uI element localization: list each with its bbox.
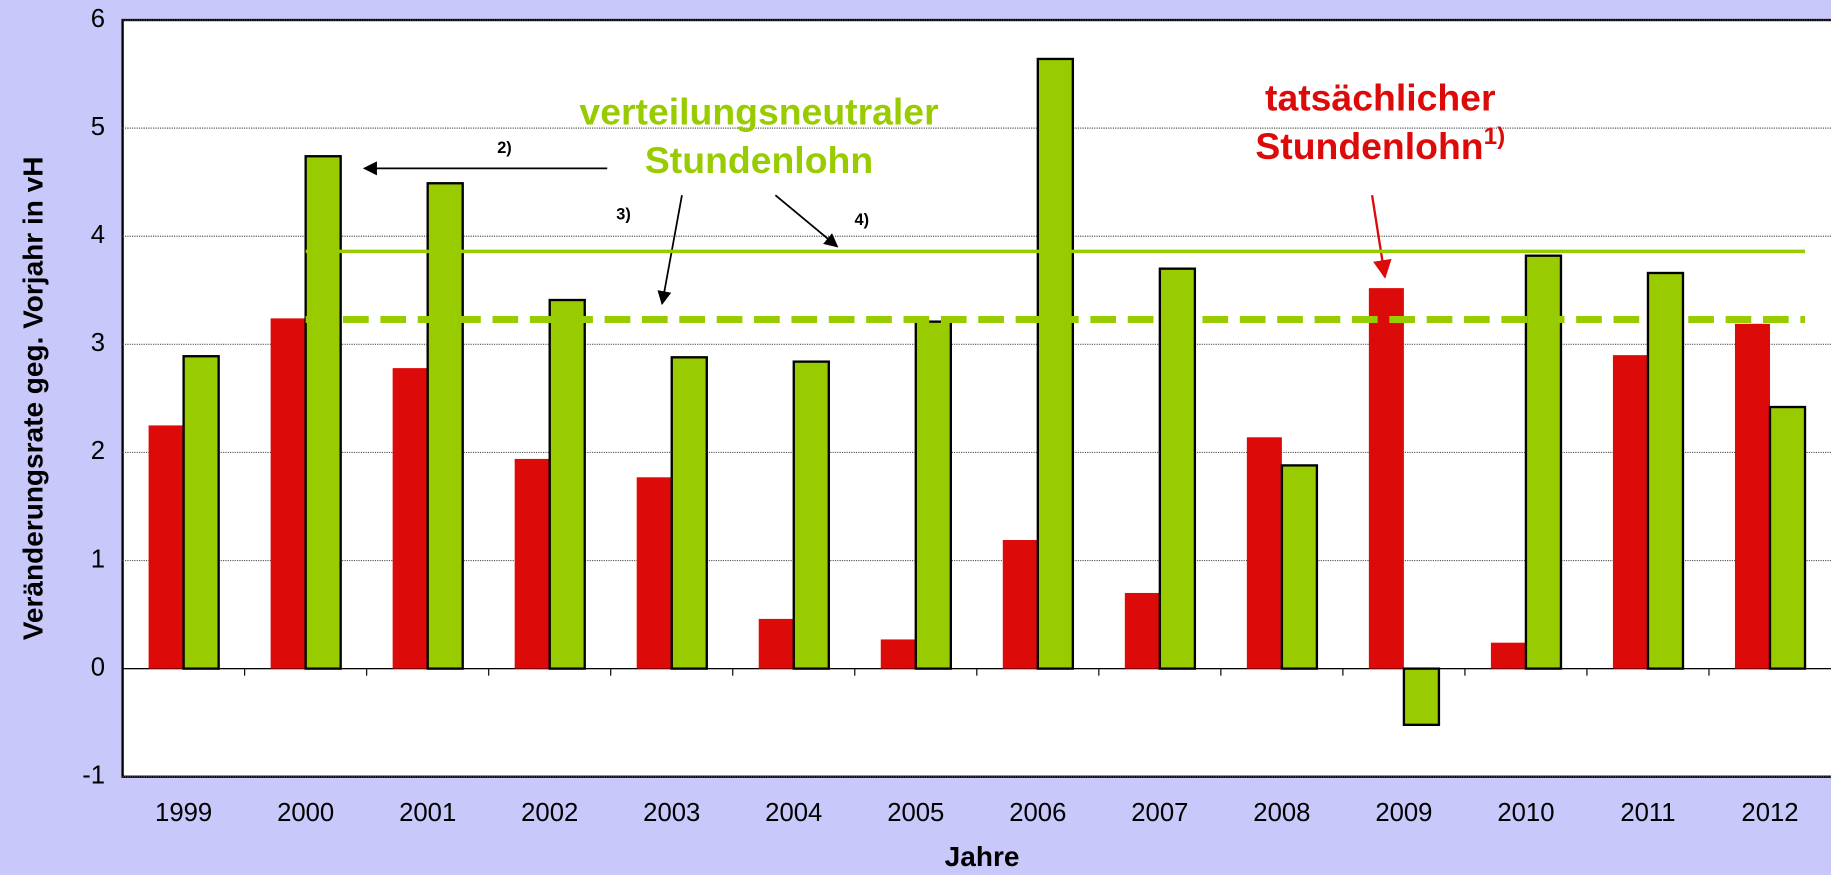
- bar: [758, 618, 794, 669]
- bar: [636, 477, 672, 669]
- bar: [148, 425, 184, 669]
- bar: [1490, 642, 1526, 669]
- x-axis-label: Jahre: [945, 841, 1020, 872]
- x-tick-label: 2003: [643, 799, 700, 827]
- bar: [1524, 254, 1563, 670]
- x-tick-label: 2004: [765, 799, 822, 827]
- annotation: 4): [855, 211, 870, 229]
- y-tick-label: -1: [82, 762, 105, 790]
- x-tick-label: 2005: [887, 799, 944, 827]
- bar: [392, 368, 428, 669]
- x-tick-label: 2006: [1009, 799, 1066, 827]
- bar: [1768, 405, 1807, 670]
- bar: [514, 458, 550, 669]
- x-tick-label: 1999: [155, 799, 212, 827]
- bar: [1612, 355, 1648, 669]
- bar: [792, 360, 830, 670]
- bar: [880, 639, 916, 669]
- bar: [182, 355, 220, 670]
- y-tick-label: 2: [91, 437, 105, 465]
- annotation: 3): [616, 205, 631, 223]
- x-tick-label: 2010: [1497, 799, 1554, 827]
- legend-label: verteilungsneutraler Stundenlohn: [579, 90, 938, 181]
- bar: [1280, 464, 1319, 670]
- x-tick-label: 2009: [1375, 799, 1432, 827]
- x-tick-label: 2008: [1253, 799, 1310, 827]
- x-tick-label: 2012: [1741, 799, 1798, 827]
- annotation: 2): [497, 139, 512, 157]
- bar: [304, 155, 342, 670]
- x-tick-label: 2007: [1131, 799, 1188, 827]
- plot-area: [121, 18, 1831, 778]
- arrow: [774, 194, 839, 248]
- bar: [1402, 667, 1441, 727]
- bar: [1036, 57, 1075, 670]
- y-tick-label: 0: [91, 653, 105, 681]
- y-axis-label: Veränderungsrate geg. Vorjahr in vH: [17, 157, 48, 641]
- bar: [914, 320, 952, 670]
- bar: [1368, 288, 1404, 669]
- legend-label: tatsächlicher Stundenlohn1): [1255, 76, 1505, 167]
- arrow: [657, 195, 683, 306]
- y-tick-label: 3: [91, 329, 105, 357]
- bar: [1002, 539, 1038, 669]
- y-tick-label: 1: [91, 545, 105, 573]
- bar: [1734, 323, 1770, 669]
- arrow: [1370, 195, 1392, 279]
- footnote-mark: 1): [1484, 123, 1506, 150]
- bar: [548, 298, 586, 670]
- y-tick-label: 6: [91, 5, 105, 33]
- bar: [670, 356, 708, 670]
- x-tick-label: 2000: [277, 799, 334, 827]
- bar: [1246, 437, 1282, 669]
- bar: [270, 318, 306, 669]
- x-tick-label: 2002: [521, 799, 578, 827]
- bar: [426, 182, 464, 670]
- x-tick-label: 2001: [399, 799, 456, 827]
- y-tick-label: 4: [91, 221, 105, 249]
- x-tick-label: 2011: [1620, 799, 1675, 827]
- bar: [1646, 271, 1685, 670]
- bar: [1158, 267, 1197, 670]
- bar: [1124, 592, 1160, 669]
- y-tick-label: 5: [91, 113, 105, 141]
